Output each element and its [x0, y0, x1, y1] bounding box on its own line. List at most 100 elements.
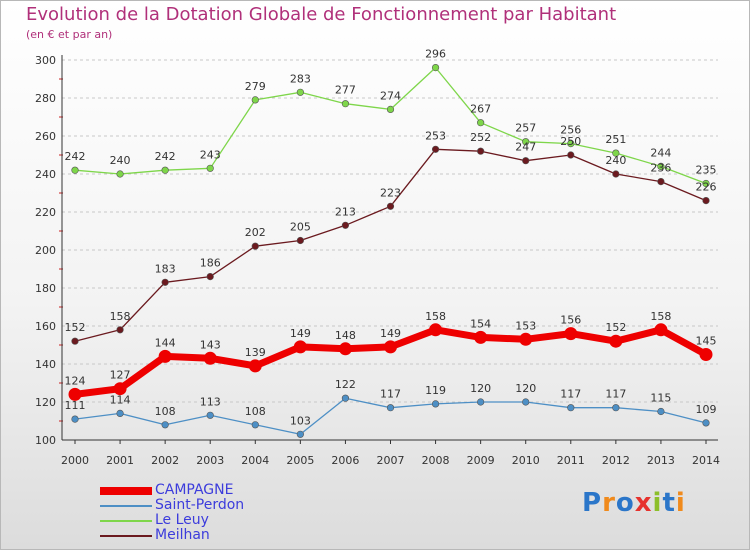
data-label: 202: [245, 226, 266, 239]
data-label: 236: [650, 162, 671, 175]
data-label: 279: [245, 80, 266, 93]
x-tick-label: 2003: [196, 454, 224, 467]
data-point: [702, 419, 710, 427]
data-point: [71, 415, 79, 423]
data-point: [564, 327, 578, 341]
y-tick-label: 240: [35, 168, 56, 181]
data-point: [341, 100, 350, 108]
logo-letter: r: [602, 488, 616, 518]
data-point: [203, 351, 217, 365]
data-point: [386, 202, 395, 210]
data-point: [161, 166, 169, 174]
legend-swatch-meilhan: [100, 535, 152, 537]
data-point: [116, 326, 124, 334]
data-point: [116, 170, 124, 178]
legend-label-campagne: CAMPAGNE: [155, 482, 234, 498]
data-point: [341, 221, 350, 229]
data-label: 143: [200, 338, 221, 351]
data-point: [522, 138, 530, 146]
logo-letter: x: [634, 488, 653, 518]
data-point: [431, 63, 440, 72]
x-tick-label: 2014: [692, 454, 720, 467]
y-tick-label: 200: [35, 244, 56, 257]
data-label: 240: [605, 154, 626, 167]
data-point: [654, 323, 668, 337]
logo-letter: P: [582, 488, 603, 518]
data-point: [477, 119, 485, 127]
data-label: 108: [245, 405, 266, 418]
legend-label-le-leuy: Le Leuy: [155, 512, 209, 528]
data-label: 235: [696, 164, 717, 177]
legend-swatch-saint-perdon: [100, 505, 152, 507]
data-label: 244: [650, 146, 671, 159]
x-tick-label: 2005: [286, 454, 314, 467]
data-label: 252: [470, 131, 491, 144]
data-point: [657, 407, 665, 416]
y-tick-label: 220: [35, 206, 56, 219]
data-label: 153: [515, 319, 536, 332]
series-line-meilhan: [74, 148, 707, 342]
data-label: 117: [380, 388, 401, 401]
data-label: 117: [605, 388, 626, 401]
data-point: [116, 409, 124, 418]
data-label: 250: [560, 135, 581, 148]
data-label: 205: [290, 221, 311, 234]
data-point: [431, 145, 440, 153]
x-tick-label: 2007: [377, 454, 405, 467]
data-label: 120: [515, 382, 536, 395]
data-label: 154: [470, 317, 491, 330]
data-point: [206, 273, 214, 281]
legend-label-meilhan: Meilhan: [155, 527, 210, 543]
chart-subtitle: (en € et par an): [26, 28, 113, 41]
data-point: [341, 394, 350, 402]
data-label: 158: [110, 310, 131, 323]
data-label: 242: [155, 150, 176, 163]
data-point: [338, 342, 352, 356]
data-label: 152: [605, 321, 626, 334]
data-point: [251, 421, 259, 429]
data-point: [251, 96, 259, 104]
data-label: 111: [65, 399, 86, 412]
data-point: [296, 430, 304, 438]
data-label: 283: [290, 72, 311, 85]
data-point: [158, 349, 172, 363]
legend-label-saint-perdon: Saint-Perdon: [155, 497, 245, 513]
data-label: 274: [380, 89, 401, 102]
data-point: [519, 332, 533, 346]
data-label: 103: [290, 414, 311, 427]
data-point: [296, 236, 304, 245]
data-point: [206, 164, 214, 172]
data-point: [429, 323, 443, 337]
data-point: [477, 147, 485, 155]
data-label: 139: [245, 346, 266, 359]
data-label: 144: [155, 336, 176, 349]
logo-letter: i: [652, 488, 663, 518]
data-label: 240: [110, 154, 131, 167]
data-label: 120: [470, 382, 491, 395]
x-tick-label: 2008: [422, 454, 450, 467]
data-label: 277: [335, 84, 356, 97]
data-point: [702, 179, 710, 188]
data-label: 158: [650, 310, 671, 323]
data-point: [386, 105, 395, 113]
data-label: 149: [380, 327, 401, 340]
data-point: [386, 404, 395, 412]
x-tick-label: 2011: [557, 454, 585, 467]
data-point: [251, 242, 259, 250]
x-tick-label: 2009: [467, 454, 495, 467]
data-label: 149: [290, 327, 311, 340]
data-point: [293, 340, 307, 354]
data-label: 158: [425, 310, 446, 323]
data-label: 223: [380, 186, 401, 199]
chart-title: Evolution de la Dotation Globale de Fonc…: [26, 4, 617, 25]
data-label: 186: [200, 257, 221, 270]
y-tick-label: 160: [35, 320, 56, 333]
data-point: [657, 178, 665, 186]
x-tick-label: 2012: [602, 454, 630, 467]
proxiti-logo[interactable]: Proxiti: [582, 488, 686, 518]
data-label: 247: [515, 141, 536, 154]
logo-letter: o: [615, 488, 635, 518]
data-point: [206, 411, 214, 419]
data-label: 183: [155, 262, 176, 275]
